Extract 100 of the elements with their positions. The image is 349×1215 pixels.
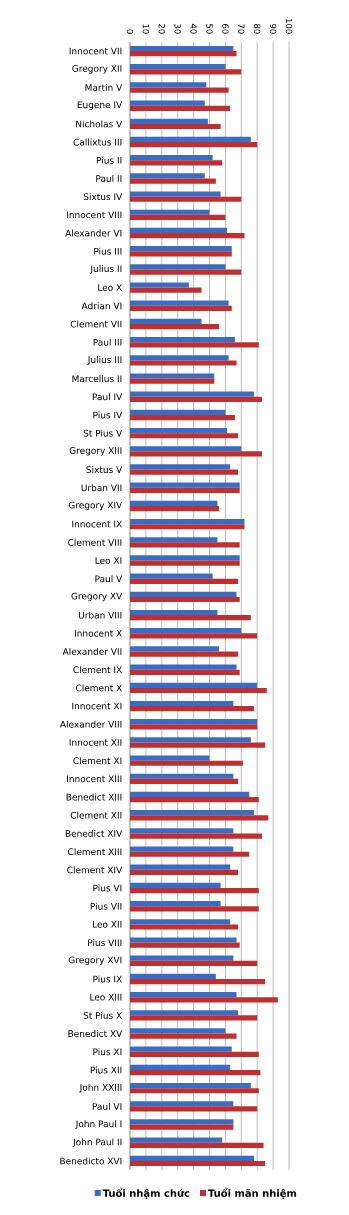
legend-label: Tuổi nhậm chức — [102, 1187, 190, 1199]
bar — [130, 264, 226, 270]
bar — [130, 664, 237, 670]
y-tick-label: Gregory XIV — [68, 501, 123, 511]
y-tick-label: Nicholas V — [76, 120, 123, 128]
bar — [130, 191, 221, 197]
y-tick-label: Paul II — [96, 174, 122, 182]
bar — [130, 45, 234, 52]
bar — [130, 942, 240, 948]
y-tick-label: Gregory XVI — [68, 956, 122, 966]
bar — [130, 778, 239, 785]
bar — [130, 742, 266, 748]
bar — [130, 833, 262, 839]
bar — [130, 719, 258, 725]
y-tick-label: Paul VI — [92, 1102, 122, 1110]
bar — [130, 178, 216, 184]
bar — [130, 919, 231, 925]
bar — [130, 118, 208, 124]
bar — [130, 396, 262, 402]
bar — [130, 160, 223, 166]
bar — [130, 524, 245, 530]
y-tick-label: Clement XIV — [67, 866, 123, 874]
bar — [130, 633, 258, 639]
bar — [130, 287, 202, 293]
bar — [130, 300, 229, 306]
bar — [130, 1160, 266, 1167]
y-tick-label: Callixtus III — [73, 138, 122, 146]
y-tick-label: Alexander VIII — [60, 720, 122, 728]
bar — [130, 500, 218, 506]
y-tick-label: John Paul II — [72, 1138, 122, 1148]
bar — [130, 414, 235, 421]
y-tick-label: Urban VIII — [78, 611, 122, 619]
bar — [130, 87, 229, 93]
bar — [130, 609, 218, 616]
bar — [130, 955, 234, 961]
y-tick-label: Alexander VI — [65, 229, 122, 237]
bar — [130, 560, 240, 566]
bar — [130, 815, 269, 821]
bar — [130, 142, 258, 148]
y-tick-label: Leo XIII — [90, 993, 122, 1001]
bar — [130, 518, 245, 525]
y-tick-label: Urban VII — [81, 484, 122, 492]
bar — [130, 409, 226, 415]
bar — [130, 960, 258, 966]
bar — [130, 646, 220, 652]
y-tick-label: Clement XIII — [68, 848, 122, 856]
bar — [130, 1046, 232, 1052]
bar — [130, 173, 205, 179]
bar — [130, 555, 240, 561]
bar — [130, 846, 234, 852]
y-tick-label: Gregory XV — [71, 592, 123, 602]
y-tick-label: Innocent VIII — [67, 211, 122, 219]
y-tick-label: Paul III — [93, 338, 122, 346]
y-tick-label: Pius VIII — [88, 939, 122, 947]
bar — [130, 282, 189, 288]
y-tick-label: Adrian VI — [81, 302, 122, 310]
bar — [130, 1101, 234, 1107]
y-tick-label: Pius XII — [90, 1066, 122, 1074]
bar — [130, 573, 213, 579]
x-tick-label: 0 — [126, 29, 134, 34]
bar — [130, 1082, 251, 1089]
y-tick-label: Benedict XV — [68, 1030, 123, 1038]
y-tick-label: Innocent X — [74, 629, 122, 637]
bar — [130, 246, 232, 252]
y-tick-label: Pius XI — [93, 1048, 122, 1056]
bar — [130, 682, 258, 688]
bar — [130, 233, 245, 239]
bar — [130, 469, 239, 475]
x-tick-label: 100 — [285, 19, 293, 34]
y-tick-label: Clement XII — [70, 811, 122, 819]
bar — [130, 991, 237, 998]
y-tick-label: Clement VII — [70, 320, 122, 328]
bar — [130, 1069, 261, 1076]
bar — [130, 869, 239, 876]
bar — [130, 1051, 259, 1057]
x-tick-label: 50 — [206, 24, 213, 34]
bar — [130, 136, 251, 143]
bar — [130, 324, 220, 330]
y-tick-label: St Pius X — [83, 1011, 122, 1019]
y-tick-label: Eugene IV — [77, 101, 123, 110]
y-tick-label: Clement X — [76, 684, 122, 692]
bar — [130, 155, 213, 161]
bar — [130, 882, 221, 889]
x-tick-label: 40 — [190, 23, 197, 34]
bar — [130, 797, 259, 803]
y-tick-label: Julius III — [87, 356, 122, 365]
y-tick-label: Sixtus IV — [83, 193, 123, 201]
y-tick-label: Martin V — [85, 84, 123, 91]
y-tick-label: Pius IV — [93, 411, 123, 419]
bar — [130, 487, 240, 493]
bar — [130, 773, 234, 779]
y-tick-label: Innocent XI — [72, 702, 122, 710]
bar — [130, 391, 255, 397]
bar — [130, 318, 202, 324]
bar — [130, 651, 239, 657]
bar — [130, 360, 237, 366]
bar — [130, 537, 218, 543]
bar — [130, 1010, 239, 1016]
bar — [130, 64, 226, 70]
y-tick-label: Pius III — [94, 247, 122, 255]
